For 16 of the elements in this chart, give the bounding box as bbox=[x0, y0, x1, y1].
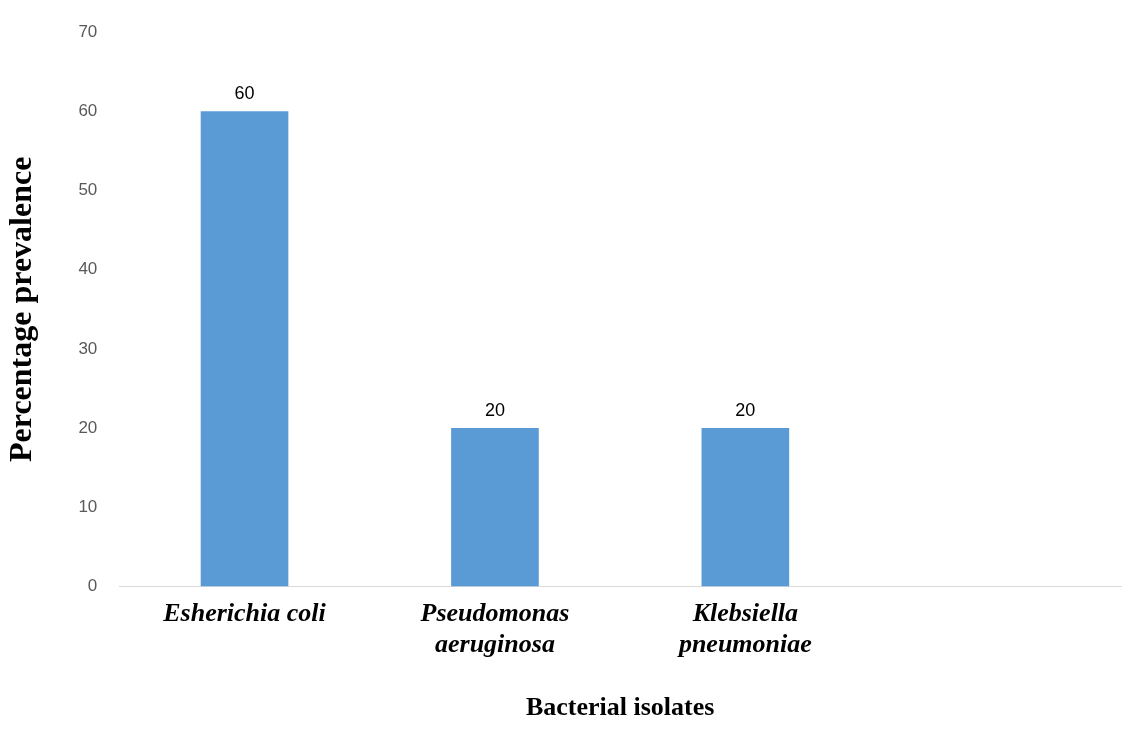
x-axis-title: Bacterial isolates bbox=[525, 692, 715, 722]
y-tick-label: 30 bbox=[78, 338, 98, 358]
y-tick-label: 70 bbox=[78, 21, 98, 41]
y-tick-label: 0 bbox=[87, 576, 98, 596]
x-tick-label: Esherichia coli bbox=[162, 597, 327, 627]
x-tick-label: Pseudomonas aeruginosa bbox=[419, 597, 570, 658]
data-label: 20 bbox=[484, 400, 505, 421]
y-tick-label: 10 bbox=[78, 496, 98, 516]
y-tick-label: 60 bbox=[78, 101, 98, 121]
x-tick-label: Klebsiella pneumoniae bbox=[676, 597, 812, 658]
y-tick-label: 50 bbox=[78, 180, 98, 200]
y-axis-title: Percentage prevalence bbox=[2, 156, 39, 462]
y-tick-label: 40 bbox=[78, 259, 98, 279]
data-label: 60 bbox=[234, 83, 255, 104]
y-tick-label: 20 bbox=[78, 417, 98, 437]
data-label: 20 bbox=[735, 400, 756, 421]
